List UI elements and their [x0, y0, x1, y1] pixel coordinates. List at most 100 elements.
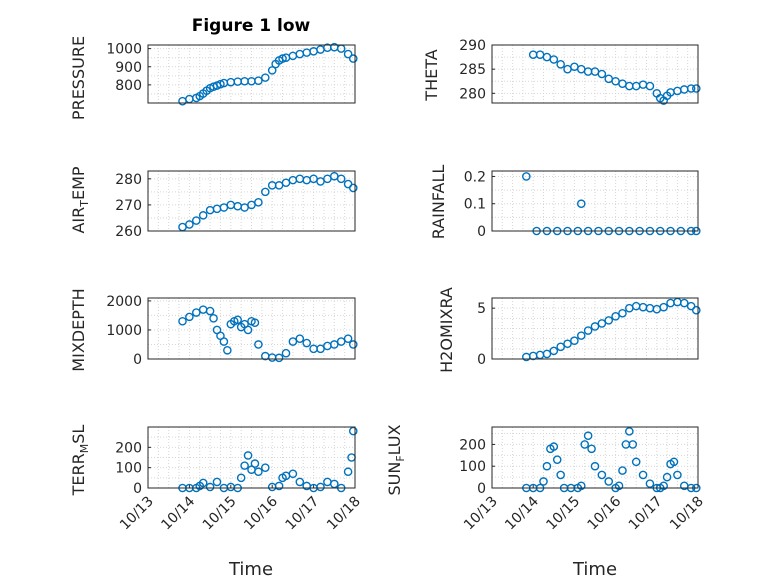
pressure-panel: Figure 1 low PRESSURE 800 900 1000 — [69, 16, 358, 120]
figure-title: Figure 1 low — [192, 16, 311, 36]
y-tick-label: 0.2 — [464, 169, 486, 185]
y-tick-label: 0 — [133, 352, 142, 368]
data-point — [645, 479, 655, 488]
data-point — [243, 325, 253, 335]
data-point — [343, 49, 353, 59]
data-point — [542, 461, 552, 471]
data-point — [587, 444, 596, 454]
data-point — [295, 334, 305, 343]
data-point — [583, 326, 593, 335]
data-point — [659, 302, 668, 312]
data-point — [691, 84, 701, 93]
y-tick-label: 0 — [477, 352, 486, 368]
data-point — [604, 477, 614, 486]
terr-msl-axis-label: TERRMSL — [69, 425, 91, 497]
data-point — [274, 353, 284, 363]
mixdepth-axis-label: MIXDEPTH — [69, 288, 88, 371]
y-tick-label: 0 — [477, 224, 486, 240]
x-tick-label: 10/18 — [667, 494, 707, 534]
y-tick-label: 100 — [459, 459, 486, 475]
theta-panel: THETA 280 285 290 — [422, 38, 701, 105]
theta-axis-label: THETA — [422, 49, 441, 101]
data-point — [348, 340, 358, 349]
terr-msl-panel: TERRMSL Time 0 100 200 10/13 10/14 10/15 10/16… — [69, 425, 364, 580]
data-point — [254, 467, 263, 477]
y-tick-label: 800 — [115, 78, 142, 94]
x-tick-label: 10/15 — [543, 494, 583, 534]
axes-frame — [491, 426, 699, 489]
air-temp-panel: AIRTEMP 260 270 280 — [69, 166, 358, 240]
data-point — [250, 459, 260, 468]
data-point — [549, 346, 559, 356]
data-point — [191, 216, 201, 225]
data-point — [590, 322, 600, 331]
data-point — [209, 314, 218, 323]
data-point — [260, 463, 270, 472]
y-tick-label: 280 — [459, 86, 486, 102]
data-point — [597, 470, 607, 480]
data-point — [580, 440, 590, 449]
x-tick-label: 10/17 — [626, 494, 666, 534]
data-point — [686, 301, 696, 311]
axes-frame — [491, 44, 699, 104]
data-point — [576, 199, 586, 209]
data-point — [316, 344, 325, 354]
data-point — [659, 481, 668, 491]
data-point — [597, 69, 607, 79]
data-point — [205, 306, 215, 316]
data-point — [638, 470, 648, 480]
data-point — [673, 470, 682, 480]
data-point — [212, 477, 222, 487]
data-point — [576, 481, 586, 491]
axes-frame — [147, 297, 356, 360]
x-tick-label: 10/15 — [200, 494, 240, 534]
data-point — [336, 337, 346, 346]
data-point — [278, 54, 287, 63]
data-point — [329, 340, 339, 349]
data-point — [348, 183, 358, 193]
data-point — [254, 76, 263, 86]
data-point — [552, 455, 562, 464]
time-axis-label-right: Time — [572, 559, 617, 580]
data-point — [254, 340, 263, 349]
y-tick-label: 2000 — [106, 294, 142, 310]
data-point — [522, 172, 531, 181]
data-point — [583, 431, 593, 441]
x-tick-label: 10/17 — [283, 494, 323, 534]
y-tick-label: 900 — [115, 60, 142, 76]
x-tick-label: 10/14 — [502, 493, 542, 533]
y-tick-label: 100 — [115, 461, 142, 477]
data-point — [611, 311, 620, 321]
data-point — [274, 481, 284, 491]
data-point — [250, 318, 260, 327]
axes-frame — [147, 426, 356, 489]
y-tick-label: 290 — [459, 38, 486, 54]
data-point — [542, 349, 552, 359]
data-point — [336, 174, 346, 184]
data-point — [260, 187, 270, 197]
data-point — [563, 339, 572, 349]
data-point — [679, 298, 689, 308]
data-point — [233, 315, 242, 325]
data-point — [343, 334, 353, 343]
data-point — [223, 345, 232, 355]
x-tick-label: 10/13 — [117, 494, 157, 534]
data-point — [343, 467, 353, 477]
data-point — [556, 470, 565, 480]
data-point — [267, 66, 277, 75]
y-tick-label: 5 — [477, 301, 486, 317]
y-tick-label: 285 — [459, 62, 486, 78]
data-point — [590, 461, 600, 471]
data-point — [604, 316, 614, 325]
data-point — [198, 478, 208, 488]
h2omixra-panel: H2OMIXRA 0 5 — [437, 287, 701, 373]
data-point — [686, 84, 696, 93]
data-point — [625, 427, 634, 436]
air-temp-axis-label: AIRTEMP — [69, 166, 91, 233]
data-point — [618, 308, 627, 318]
x-tick-label: 10/14 — [158, 493, 198, 533]
data-point — [236, 473, 246, 483]
data-point — [556, 342, 565, 352]
axes-frame — [147, 170, 356, 232]
